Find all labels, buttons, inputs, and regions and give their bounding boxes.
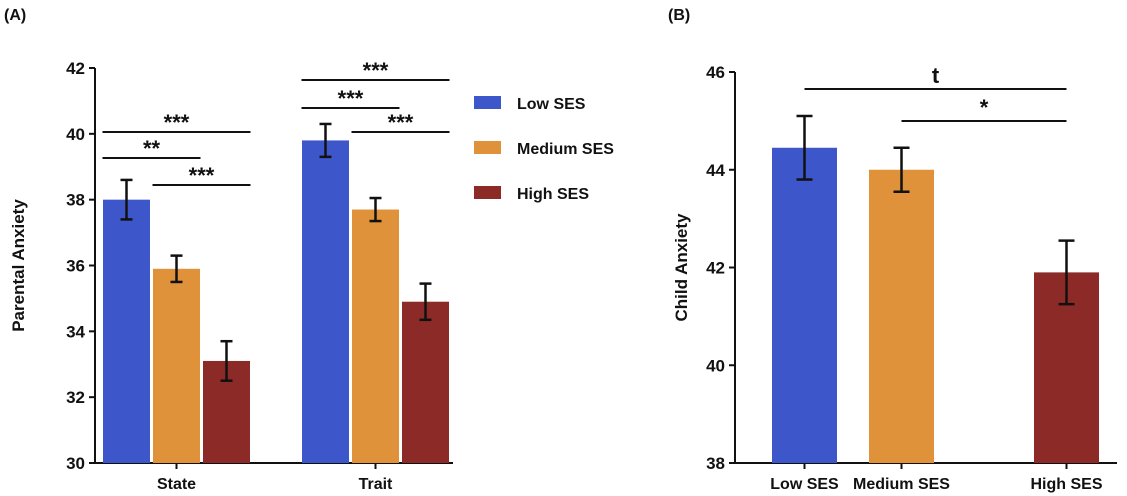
y-tick-label: 44 bbox=[706, 161, 725, 180]
x-tick-label: Low SES bbox=[770, 476, 839, 493]
significance-label: *** bbox=[164, 110, 190, 135]
bar bbox=[772, 147, 837, 463]
x-tick-label: Trait bbox=[359, 476, 393, 493]
panel-a-label: (A) bbox=[4, 7, 26, 24]
legend-swatch bbox=[474, 186, 501, 199]
bar bbox=[103, 199, 150, 463]
legend-label: High SES bbox=[517, 186, 589, 203]
panel-b-label: (B) bbox=[668, 7, 690, 24]
y-tick-label: 40 bbox=[66, 125, 85, 144]
bar bbox=[869, 169, 934, 463]
x-tick-label: High SES bbox=[1030, 476, 1102, 493]
significance-label: t bbox=[932, 63, 940, 88]
y-tick-label: 40 bbox=[706, 356, 725, 375]
significance-label: ** bbox=[143, 136, 161, 161]
y-tick-label: 36 bbox=[66, 257, 85, 276]
significance-label: *** bbox=[388, 110, 414, 135]
y-tick-label: 34 bbox=[66, 322, 85, 341]
y-tick-label: 38 bbox=[66, 191, 85, 210]
chart-parental-anxiety: 30 32 34 36 38 40 42 Parental Anxiety State Trait… bbox=[9, 58, 614, 493]
y-axis-label: Parental Anxiety bbox=[9, 199, 28, 332]
legend-swatch bbox=[474, 141, 501, 154]
legend-label: Medium SES bbox=[517, 141, 614, 158]
x-tick-label: State bbox=[157, 476, 196, 493]
bar bbox=[302, 140, 349, 463]
bar bbox=[352, 209, 399, 463]
y-tick-label: 38 bbox=[706, 454, 725, 473]
bar bbox=[402, 301, 449, 463]
y-axis-label: Child Anxiety bbox=[672, 213, 691, 322]
y-tick-label: 32 bbox=[66, 388, 85, 407]
y-tick-label: 42 bbox=[66, 59, 85, 78]
y-tick-label: 46 bbox=[706, 63, 725, 82]
x-tick-label: Medium SES bbox=[853, 476, 950, 493]
y-tick-label: 42 bbox=[706, 259, 725, 278]
y-tick-label: 30 bbox=[66, 454, 85, 473]
bar bbox=[153, 268, 200, 463]
significance-label: *** bbox=[363, 58, 389, 83]
significance-label: * bbox=[980, 95, 989, 120]
significance-label: *** bbox=[189, 163, 215, 188]
chart-child-anxiety: 38 40 42 44 46 Child Anxiety Low SES Medium SES… bbox=[672, 63, 1117, 493]
legend-swatch bbox=[474, 96, 501, 109]
significance-label: *** bbox=[338, 86, 364, 111]
legend-label: Low SES bbox=[517, 96, 586, 113]
